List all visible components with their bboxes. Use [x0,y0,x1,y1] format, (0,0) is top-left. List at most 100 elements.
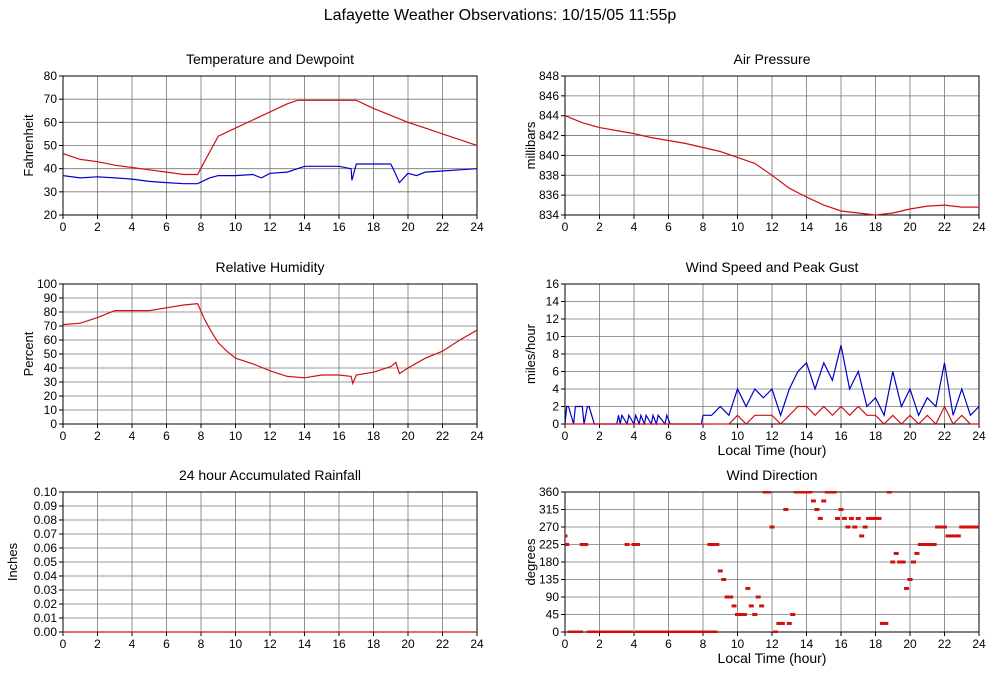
data-point [766,491,772,494]
chart-title: Air Pressure [733,51,810,67]
x-tick-label: 6 [163,220,170,234]
data-point [879,621,885,625]
data-point [800,491,806,494]
data-point [648,630,654,633]
data-point [848,516,854,520]
y-tick-label: 0.09 [34,499,58,513]
data-point [578,630,584,633]
data-point [904,586,910,590]
data-point [641,630,647,633]
series-line-pressure-0 [565,115,979,216]
data-point [942,525,947,529]
data-point [617,630,623,633]
y-tick-label: 60 [44,333,58,347]
data-point [597,630,602,633]
y-tick-label: 848 [539,69,559,83]
y-tick-label: 4 [552,382,559,396]
x-axis-label: Local Time (hour) [718,650,827,666]
x-tick-label: 18 [869,220,883,234]
data-point [579,543,585,546]
data-point [924,543,930,546]
x-tick-label: 10 [731,429,745,443]
data-point [666,630,671,633]
data-point [634,543,640,546]
data-point [672,630,678,633]
x-tick-label: 12 [263,220,277,234]
data-point [790,613,796,616]
data-point [697,630,703,633]
x-tick-label: 0 [562,637,569,651]
x-tick-label: 22 [436,220,450,234]
x-tick-label: 14 [800,220,814,234]
y-axis-label: Inches [5,542,20,581]
data-point [703,630,709,633]
data-point [565,543,570,546]
data-point [605,630,611,633]
y-tick-label: 100 [37,277,57,291]
data-point [676,630,682,633]
y-tick-label: 315 [539,503,559,517]
x-tick-label: 8 [198,637,205,651]
y-tick-label: 0.10 [34,485,58,499]
data-point [955,534,961,538]
x-tick-label: 16 [834,637,848,651]
x-tick-label: 4 [129,637,136,651]
x-tick-label: 8 [700,637,707,651]
x-tick-label: 8 [700,429,707,443]
data-point [769,525,775,529]
x-tick-label: 4 [631,637,638,651]
y-tick-label: 90 [546,590,560,604]
data-point [910,560,916,564]
chart-title: Temperature and Dewpoint [186,51,354,67]
data-point [921,543,927,546]
data-point [728,595,734,599]
data-point [614,630,620,633]
x-tick-label: 18 [367,637,381,651]
y-tick-label: 80 [44,305,58,319]
data-point [721,578,727,581]
y-tick-label: 0.06 [34,541,58,555]
y-tick-label: 0.02 [34,597,58,611]
y-tick-label: 10 [546,330,560,344]
x-tick-label: 2 [94,220,101,234]
data-point [907,578,913,581]
x-tick-label: 20 [401,637,415,651]
x-tick-label: 14 [298,429,312,443]
x-tick-label: 18 [869,429,883,443]
x-tick-label: 18 [367,429,381,443]
data-point [779,621,785,625]
x-tick-label: 14 [800,637,814,651]
x-tick-label: 10 [229,220,243,234]
y-tick-label: 840 [539,148,559,162]
series-line-temp-1 [63,163,477,185]
data-point [804,491,809,494]
series-line-humidity-0 [63,302,477,386]
y-tick-label: 30 [44,185,58,199]
data-point [807,491,813,494]
x-tick-label: 12 [765,637,779,651]
data-point [593,630,599,633]
x-tick-label: 24 [470,429,484,443]
x-tick-label: 12 [263,429,277,443]
x-tick-label: 4 [631,429,638,443]
data-point [652,630,658,633]
data-point [624,543,630,546]
y-tick-label: 14 [546,295,560,309]
data-point [659,630,665,633]
x-tick-label: 16 [332,220,346,234]
data-point [810,499,816,503]
y-tick-label: 844 [539,109,559,123]
data-point [893,551,899,555]
y-tick-label: 12 [546,312,560,326]
data-point [588,630,594,633]
data-point [776,621,782,625]
chart-title: Wind Direction [726,467,817,483]
y-tick-label: 360 [539,485,559,499]
data-point [621,630,627,633]
chart-title: 24 hour Accumulated Rainfall [179,467,361,483]
data-point [890,560,896,564]
data-point [845,525,851,529]
x-tick-label: 22 [938,220,952,234]
x-tick-label: 18 [367,220,381,234]
data-point [914,551,920,555]
